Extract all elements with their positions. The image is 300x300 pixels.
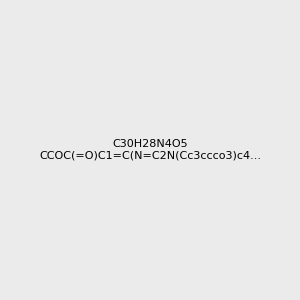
Text: C30H28N4O5
CCOC(=O)C1=C(N=C2N(Cc3ccco3)c4...: C30H28N4O5 CCOC(=O)C1=C(N=C2N(Cc3ccco3)c…: [39, 139, 261, 161]
